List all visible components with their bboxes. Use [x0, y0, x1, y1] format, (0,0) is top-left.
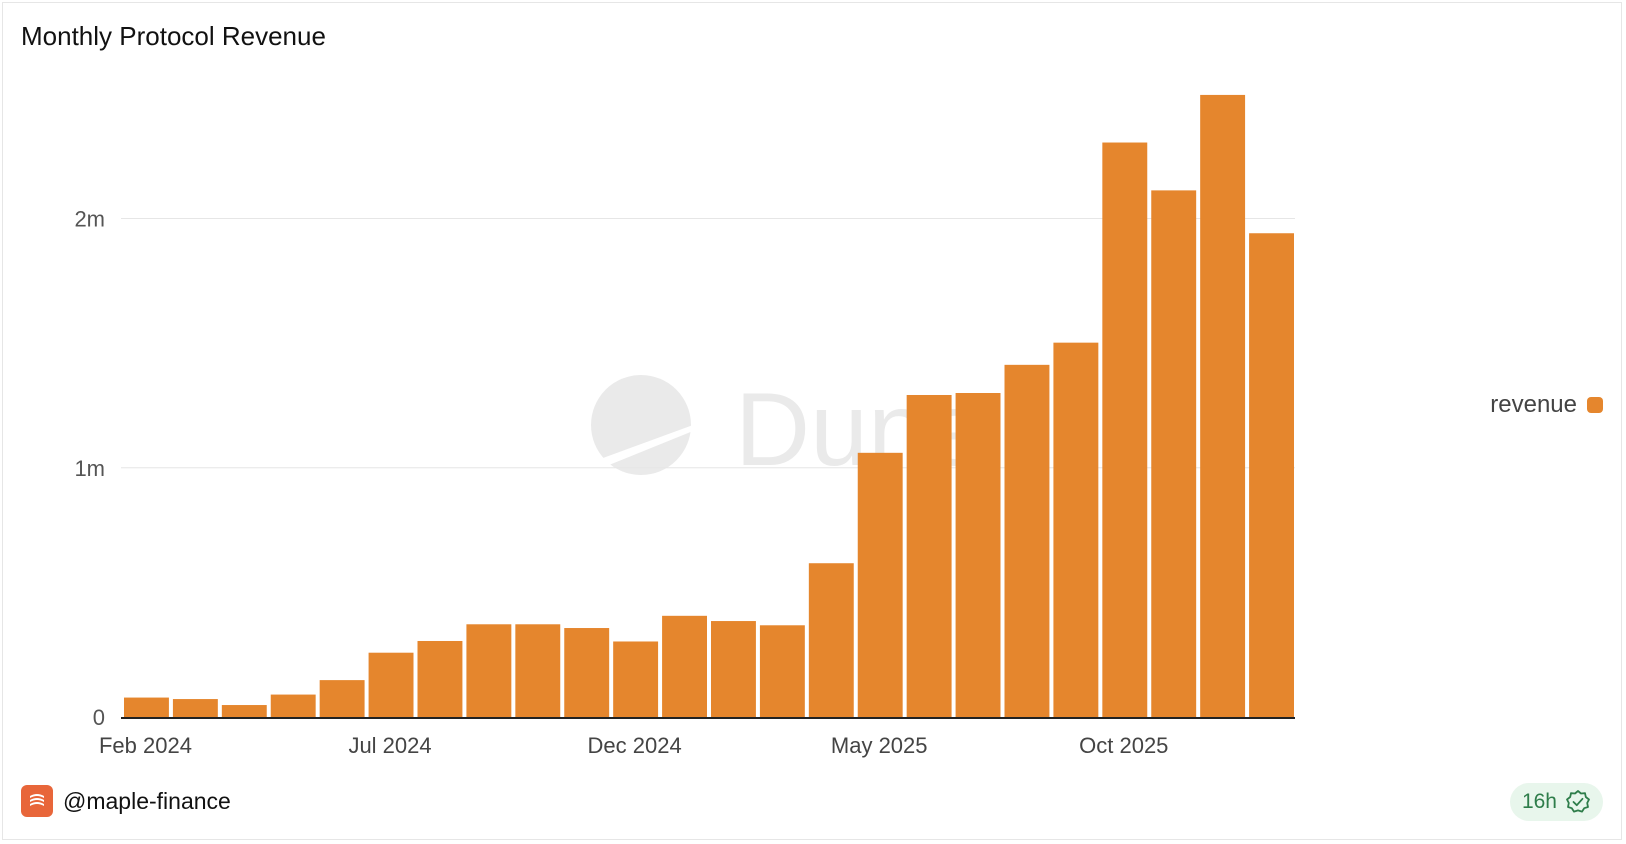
bar — [319, 680, 365, 717]
bar — [466, 624, 512, 717]
bar — [711, 621, 756, 717]
bar — [1053, 342, 1099, 717]
bar — [613, 641, 659, 717]
freshness-text: 16h — [1521, 790, 1557, 813]
x-tick-label: Dec 2024 — [588, 733, 682, 758]
bar — [270, 694, 316, 717]
chart-title: Monthly Protocol Revenue — [21, 21, 326, 51]
bar — [124, 697, 169, 717]
legend[interactable]: revenue — [1490, 391, 1603, 419]
y-tick-label: 2m — [74, 207, 105, 232]
dune-logo-stroke — [603, 425, 693, 465]
author-name: @maple-finance — [63, 787, 231, 814]
x-tick-label: May 2025 — [831, 733, 928, 758]
y-tick-label: 1m — [74, 456, 105, 481]
y-tick-label: 0 — [93, 705, 105, 730]
x-tick-label: Jul 2024 — [348, 733, 431, 758]
x-tick-label: Oct 2025 — [1079, 733, 1168, 758]
bar — [1249, 233, 1294, 717]
bar — [955, 393, 1001, 717]
bar — [1004, 364, 1050, 717]
bar — [221, 705, 267, 717]
bar — [808, 563, 854, 717]
verified-check-icon — [1566, 790, 1590, 813]
bar — [759, 625, 805, 717]
stack-icon — [30, 794, 44, 806]
bar — [417, 640, 463, 717]
bar — [1102, 142, 1148, 717]
freshness-badge[interactable]: 16h — [1509, 783, 1603, 821]
legend-swatch-revenue — [1587, 397, 1603, 413]
bar — [172, 699, 218, 717]
bar — [857, 452, 903, 717]
author-link[interactable]: @maple-finance — [21, 785, 231, 817]
bar — [1151, 190, 1197, 718]
bar — [1200, 94, 1246, 718]
bar — [515, 624, 561, 717]
dune-logo-icon — [591, 375, 691, 475]
avatar — [21, 785, 53, 817]
bar — [906, 394, 952, 717]
bar — [564, 628, 610, 717]
x-tick-label: Feb 2024 — [99, 733, 192, 758]
bar — [368, 652, 414, 717]
bar — [662, 615, 707, 717]
legend-label-revenue: revenue — [1490, 391, 1577, 418]
